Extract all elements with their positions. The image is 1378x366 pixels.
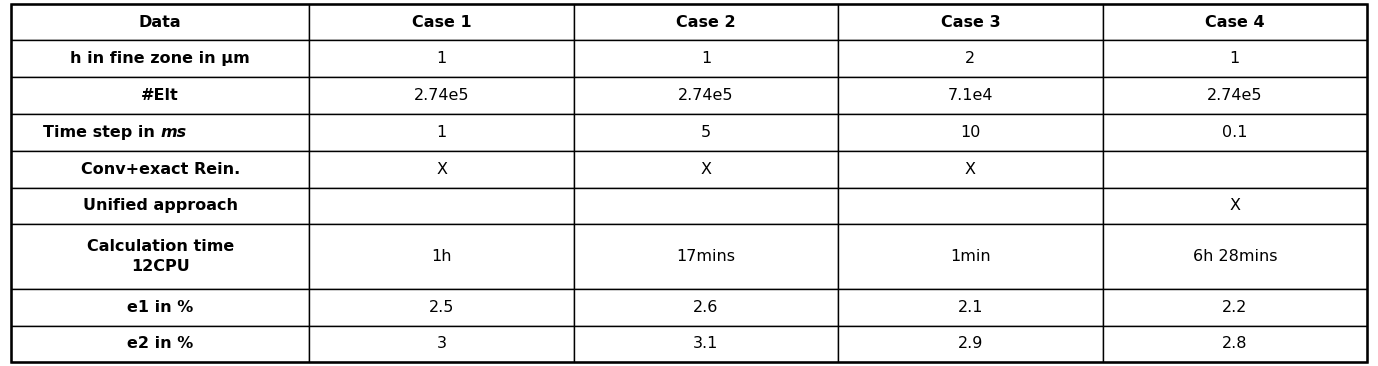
Bar bbox=[11, 224, 309, 289]
Bar bbox=[309, 151, 573, 188]
Bar bbox=[838, 188, 1102, 224]
Bar bbox=[838, 325, 1102, 362]
Text: Case 4: Case 4 bbox=[1204, 15, 1265, 30]
Bar bbox=[838, 224, 1102, 289]
Bar bbox=[838, 289, 1102, 325]
Text: 2.9: 2.9 bbox=[958, 336, 983, 351]
Text: 1: 1 bbox=[437, 51, 446, 66]
Bar bbox=[11, 188, 309, 224]
Text: 2.74e5: 2.74e5 bbox=[1207, 88, 1262, 103]
Bar bbox=[309, 325, 573, 362]
Text: Case 2: Case 2 bbox=[677, 15, 736, 30]
Bar bbox=[11, 4, 309, 41]
Text: ms: ms bbox=[160, 125, 186, 140]
Bar bbox=[838, 114, 1102, 151]
Bar bbox=[573, 151, 838, 188]
Text: 2.8: 2.8 bbox=[1222, 336, 1247, 351]
Text: h in fine zone in μm: h in fine zone in μm bbox=[70, 51, 249, 66]
Text: e2 in %: e2 in % bbox=[127, 336, 193, 351]
Bar bbox=[309, 188, 573, 224]
Text: Case 3: Case 3 bbox=[941, 15, 1000, 30]
Text: 1: 1 bbox=[437, 125, 446, 140]
Text: Data: Data bbox=[139, 15, 182, 30]
Text: 2.74e5: 2.74e5 bbox=[413, 88, 470, 103]
Bar bbox=[573, 289, 838, 325]
Text: 17mins: 17mins bbox=[677, 249, 736, 264]
Text: X: X bbox=[700, 162, 711, 177]
Bar bbox=[1102, 4, 1367, 41]
Bar bbox=[573, 114, 838, 151]
Text: 1min: 1min bbox=[949, 249, 991, 264]
Text: Conv+exact Rein.: Conv+exact Rein. bbox=[80, 162, 240, 177]
Bar bbox=[573, 4, 838, 41]
Bar bbox=[1102, 289, 1367, 325]
Text: Calculation time
12CPU: Calculation time 12CPU bbox=[87, 239, 234, 274]
Bar bbox=[11, 325, 309, 362]
Text: X: X bbox=[1229, 198, 1240, 213]
Text: 7.1e4: 7.1e4 bbox=[948, 88, 994, 103]
Text: 5: 5 bbox=[701, 125, 711, 140]
Bar bbox=[1102, 114, 1367, 151]
Text: 2: 2 bbox=[966, 51, 976, 66]
Bar bbox=[11, 77, 309, 114]
Bar bbox=[1102, 77, 1367, 114]
Bar bbox=[838, 4, 1102, 41]
Text: 2.74e5: 2.74e5 bbox=[678, 88, 733, 103]
Text: 3: 3 bbox=[437, 336, 446, 351]
Bar bbox=[11, 114, 309, 151]
Bar bbox=[309, 114, 573, 151]
Text: 1: 1 bbox=[701, 51, 711, 66]
Bar bbox=[309, 224, 573, 289]
Bar bbox=[11, 151, 309, 188]
Bar bbox=[11, 289, 309, 325]
Text: 10: 10 bbox=[960, 125, 981, 140]
Bar bbox=[573, 224, 838, 289]
Bar bbox=[309, 4, 573, 41]
Bar bbox=[573, 325, 838, 362]
Text: 0.1: 0.1 bbox=[1222, 125, 1247, 140]
Text: #Elt: #Elt bbox=[142, 88, 179, 103]
Text: 2.5: 2.5 bbox=[429, 300, 455, 315]
Text: Case 1: Case 1 bbox=[412, 15, 471, 30]
Text: 6h 28mins: 6h 28mins bbox=[1192, 249, 1277, 264]
Bar bbox=[838, 77, 1102, 114]
Bar bbox=[573, 77, 838, 114]
Text: Time step in: Time step in bbox=[43, 125, 160, 140]
Text: X: X bbox=[435, 162, 446, 177]
Bar bbox=[1102, 151, 1367, 188]
Bar bbox=[838, 41, 1102, 77]
Bar bbox=[1102, 41, 1367, 77]
Text: 2.1: 2.1 bbox=[958, 300, 983, 315]
Text: X: X bbox=[965, 162, 976, 177]
Bar bbox=[309, 77, 573, 114]
Text: Unified approach: Unified approach bbox=[83, 198, 237, 213]
Bar bbox=[573, 41, 838, 77]
Bar bbox=[838, 151, 1102, 188]
Bar bbox=[1102, 188, 1367, 224]
Text: 2.2: 2.2 bbox=[1222, 300, 1247, 315]
Text: 1h: 1h bbox=[431, 249, 452, 264]
Bar bbox=[1102, 325, 1367, 362]
Text: 2.6: 2.6 bbox=[693, 300, 719, 315]
Text: 1: 1 bbox=[1229, 51, 1240, 66]
Text: e1 in %: e1 in % bbox=[127, 300, 193, 315]
Bar bbox=[309, 41, 573, 77]
Text: 3.1: 3.1 bbox=[693, 336, 719, 351]
Bar bbox=[1102, 224, 1367, 289]
Bar bbox=[11, 41, 309, 77]
Bar bbox=[309, 289, 573, 325]
Bar bbox=[573, 188, 838, 224]
